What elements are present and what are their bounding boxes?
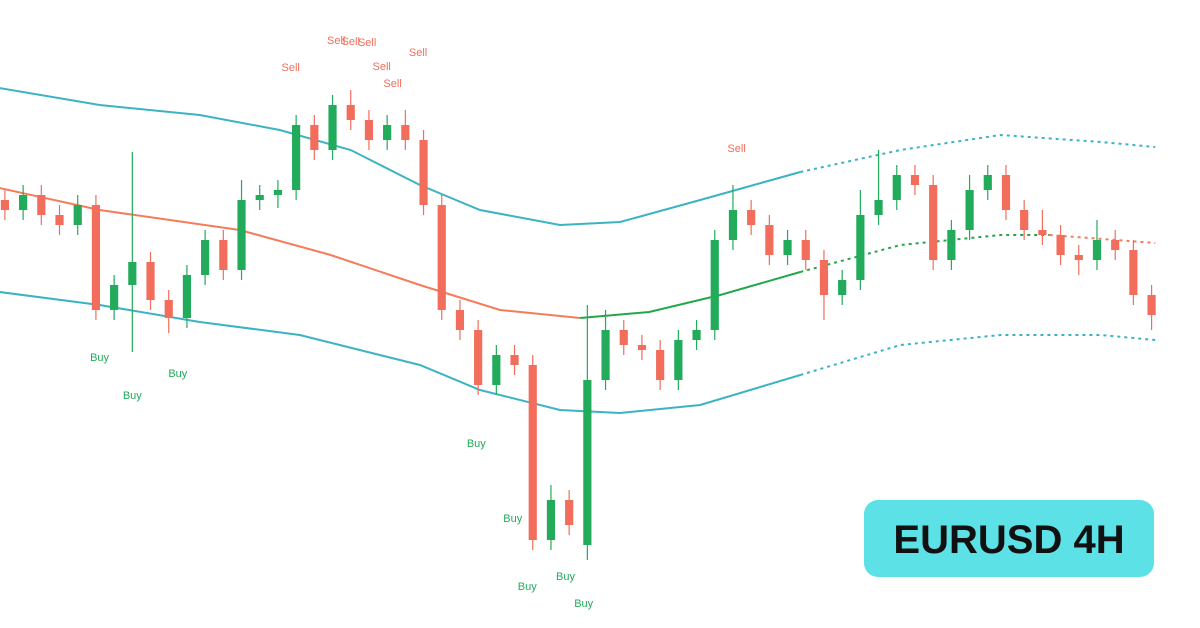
candle-body: [692, 330, 701, 340]
candle-body: [929, 185, 938, 260]
candle-body: [565, 500, 574, 525]
candle-body: [710, 240, 719, 330]
signal-label: Sell: [383, 78, 401, 90]
candle-body: [255, 195, 264, 200]
badge-box: [864, 500, 1154, 577]
candle-body: [801, 240, 810, 260]
candle-body: [910, 175, 920, 185]
candle-body: [983, 175, 992, 190]
candle-body: [55, 215, 64, 225]
candle-body: [765, 225, 774, 255]
candle-body: [656, 350, 665, 380]
signal-label: Sell: [373, 61, 391, 73]
candle-body: [146, 262, 155, 300]
candle-body: [91, 205, 101, 310]
signal-label: Sell: [727, 143, 745, 155]
band-line: [800, 334, 1156, 376]
band-line: [580, 271, 801, 319]
candle-body: [1111, 240, 1120, 250]
candle-body: [1001, 175, 1011, 210]
candle-body: [1038, 230, 1047, 235]
candle-body: [1074, 255, 1083, 260]
candle-body: [747, 210, 756, 225]
candle-body: [546, 500, 556, 540]
candle-body: [674, 340, 683, 380]
candle-body: [437, 205, 446, 310]
candle-body: [37, 195, 46, 215]
candle-body: [783, 240, 792, 255]
candle-body: [401, 125, 410, 140]
candle-body: [892, 175, 901, 200]
signal-label: Sell: [282, 62, 300, 74]
candle-body: [1092, 240, 1102, 260]
signal-label: Buy: [556, 571, 575, 583]
candle-body: [110, 285, 119, 310]
candle-body: [128, 262, 137, 285]
candle-body: [965, 190, 974, 230]
candle-body: [455, 310, 465, 330]
candle-body: [492, 355, 501, 385]
signal-label: Buy: [168, 368, 187, 380]
candle-body: [728, 210, 738, 240]
candle-body: [510, 355, 519, 365]
signal-label: Buy: [123, 390, 142, 402]
signal-label: Buy: [467, 438, 486, 450]
candle-body: [73, 205, 82, 225]
candle-body: [364, 120, 374, 140]
signal-label: Sell: [327, 35, 345, 47]
candle-body: [310, 125, 319, 150]
candles: [0, 90, 1156, 560]
candle-body: [619, 330, 628, 345]
candle-body: [164, 300, 173, 318]
candle-body: [219, 240, 228, 270]
candle-body: [1129, 250, 1138, 295]
candle-body: [838, 280, 847, 295]
candle-body: [201, 240, 210, 275]
candle-body: [601, 330, 610, 380]
band-line: [0, 291, 801, 415]
candle-body: [874, 200, 883, 215]
candle-body: [474, 330, 483, 385]
candle-body: [383, 125, 392, 140]
candle-body: [947, 230, 956, 260]
candle-body: [1056, 235, 1065, 255]
candle-body: [583, 380, 592, 545]
band-line: [800, 133, 1156, 173]
badge: EURUSD 4H: [893, 518, 1124, 562]
candle-body: [637, 345, 647, 350]
candle-body: [0, 200, 10, 210]
candle-body: [419, 140, 428, 205]
signal-label: Sell: [409, 47, 427, 59]
signal-label: Buy: [574, 598, 593, 610]
signal-label: Sell: [358, 37, 376, 49]
candle-body: [19, 195, 28, 210]
signal-label: Buy: [503, 513, 522, 525]
candle-body: [528, 365, 537, 540]
candle-body: [1020, 210, 1029, 230]
candle-body: [292, 125, 301, 190]
candle-body: [1147, 295, 1156, 315]
candle-body: [182, 275, 192, 318]
signal-label: Buy: [90, 352, 109, 364]
candle-body: [273, 190, 283, 195]
candle-body: [237, 200, 246, 270]
candle-body: [346, 105, 355, 120]
signals: BuyBuyBuyBuyBuyBuyBuyBuySellSellSellSell…: [90, 35, 746, 610]
candle-body: [819, 260, 829, 295]
signal-label: Buy: [518, 581, 537, 593]
candle-body: [856, 215, 865, 280]
signal-label: Sell: [342, 36, 360, 48]
band-line: [800, 234, 1050, 273]
candle-body: [328, 105, 337, 150]
